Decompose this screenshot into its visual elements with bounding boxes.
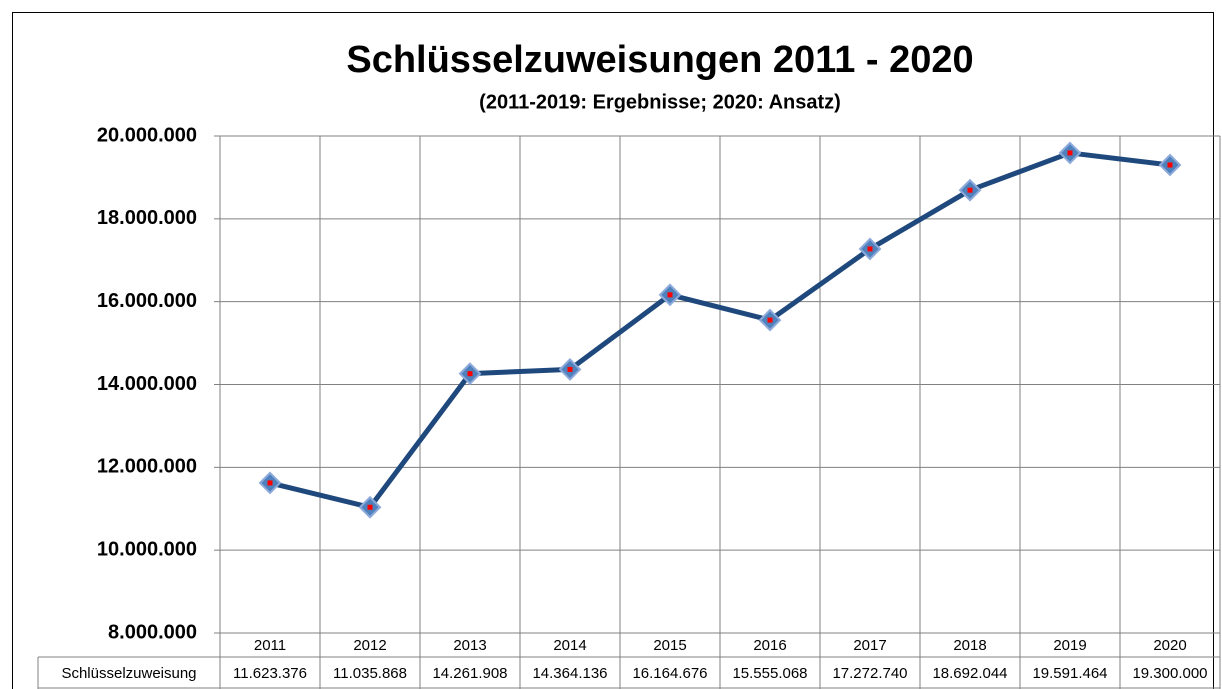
chart-subtitle: (2011-2019: Ergebnisse; 2020: Ansatz)	[479, 91, 841, 113]
y-tick-label: 8.000.000	[108, 621, 197, 643]
y-tick-label: 20.000.000	[97, 124, 197, 146]
x-tick-label: 2017	[853, 637, 886, 654]
chart-title: Schlüsselzuweisungen 2011 - 2020	[346, 39, 973, 81]
table-value: 19.591.464	[1032, 665, 1107, 682]
table-value: 19.300.000	[1132, 665, 1207, 682]
marker-center	[467, 371, 473, 377]
x-tick-label: 2019	[1053, 637, 1086, 654]
table-value: 15.555.068	[732, 665, 807, 682]
y-tick-label: 12.000.000	[97, 456, 197, 478]
x-tick-label: 2016	[753, 637, 786, 654]
table-value: 18.692.044	[932, 665, 1007, 682]
table-value: 14.364.136	[532, 665, 607, 682]
x-tick-label: 2015	[653, 637, 686, 654]
marker-center	[367, 504, 373, 510]
marker-center	[1067, 150, 1073, 156]
marker-center	[867, 246, 873, 252]
table-row-header: Schlüsselzuweisung	[61, 665, 196, 682]
marker-center	[267, 480, 273, 486]
marker-center	[967, 187, 973, 193]
line	[269, 150, 1171, 510]
y-tick-label: 10.000.000	[97, 538, 197, 560]
x-tick-label: 2018	[953, 637, 986, 654]
table-value: 17.272.740	[832, 665, 907, 682]
table-value: 11.623.376	[233, 665, 307, 682]
x-tick-label: 2012	[353, 637, 386, 654]
x-tick-label: 2013	[453, 637, 486, 654]
marker-center	[567, 366, 573, 372]
chart-border	[12, 12, 1214, 689]
x-tick-label: 2020	[1153, 637, 1186, 654]
x-tick-label: 2011	[254, 637, 286, 654]
table-value: 11.035.868	[333, 665, 407, 682]
marker-center	[1167, 162, 1173, 168]
marker-center	[667, 292, 673, 298]
table-value: 14.261.908	[432, 665, 507, 682]
y-tick-label: 14.000.000	[97, 373, 197, 395]
marker-center	[767, 317, 773, 323]
table-value: 16.164.676	[632, 665, 707, 682]
y-tick-label: 16.000.000	[97, 290, 197, 312]
y-tick-label: 18.000.000	[97, 207, 197, 229]
x-tick-label: 2014	[553, 637, 586, 654]
